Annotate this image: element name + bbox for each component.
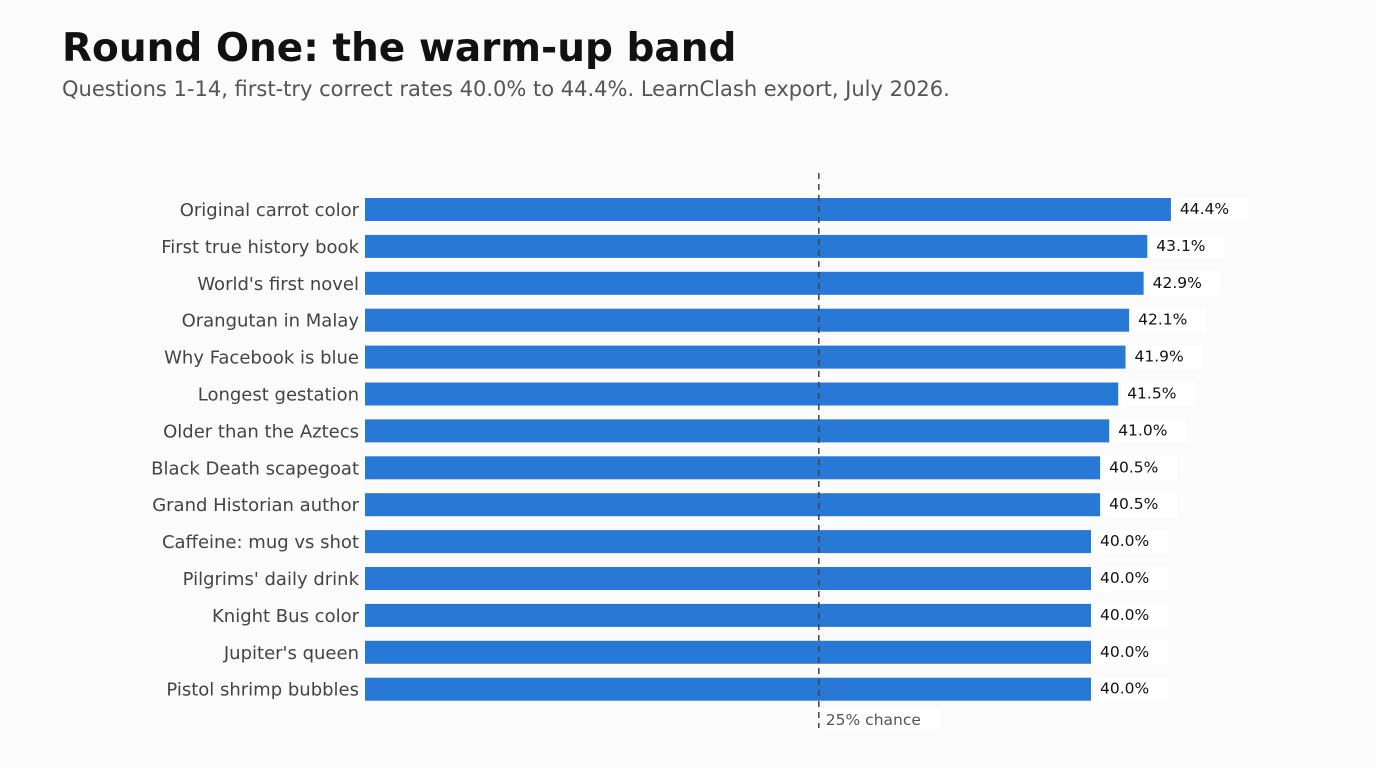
bars-layer	[365, 198, 1171, 701]
bar	[365, 271, 1144, 295]
category-label: Jupiter's queen	[223, 643, 359, 664]
bar	[365, 603, 1091, 627]
value-label-group: 42.9%	[1146, 271, 1221, 296]
value-label-group: 40.0%	[1094, 640, 1168, 665]
reference-label: 25% chance	[826, 711, 921, 729]
value-label: 40.0%	[1100, 532, 1149, 550]
value-label-group: 41.5%	[1121, 382, 1196, 406]
category-label: Orangutan in Malay	[182, 311, 360, 332]
value-label-bg	[1173, 197, 1248, 222]
value-label: 42.1%	[1138, 311, 1187, 329]
value-label-bg	[1121, 382, 1196, 406]
category-label: Why Facebook is blue	[164, 348, 359, 369]
value-label-bg	[1094, 640, 1168, 665]
value-label-bg	[1094, 677, 1168, 702]
bar	[365, 493, 1101, 517]
bar	[365, 640, 1091, 664]
category-label: First true history book	[161, 237, 359, 258]
value-label: 40.0%	[1100, 680, 1149, 698]
value-label-bg	[1128, 345, 1203, 370]
labels-layer: Original carrot color 44.4% First true his…	[151, 197, 1248, 730]
value-label-bg	[1132, 308, 1207, 333]
bar	[365, 345, 1126, 369]
value-label: 40.0%	[1100, 606, 1149, 624]
bar	[365, 308, 1130, 332]
value-label: 40.5%	[1109, 495, 1158, 513]
category-label: Pilgrims' daily drink	[183, 569, 360, 590]
value-label: 40.5%	[1109, 458, 1158, 476]
category-label: Knight Bus color	[212, 606, 360, 627]
value-label-group: 44.4%	[1173, 197, 1248, 222]
bar	[365, 530, 1091, 554]
bar	[365, 567, 1091, 590]
category-label: Black Death scapegoat	[151, 458, 359, 479]
category-label: Original carrot color	[180, 200, 360, 221]
category-label: Longest gestation	[198, 385, 359, 406]
value-label-group: 40.0%	[1094, 677, 1168, 702]
value-label: 41.9%	[1135, 348, 1184, 366]
value-label: 40.0%	[1100, 643, 1149, 661]
value-label: 43.1%	[1156, 237, 1205, 255]
value-label: 40.0%	[1100, 569, 1149, 587]
chart-subtitle: Questions 1-14, first-try correct rates …	[62, 77, 950, 101]
value-label-bg	[1094, 529, 1168, 554]
bar	[365, 419, 1110, 443]
value-label-bg	[1103, 492, 1178, 517]
value-label-bg	[1094, 566, 1168, 591]
value-label-group: 40.0%	[1094, 566, 1168, 591]
value-label: 44.4%	[1180, 200, 1229, 218]
bar	[365, 677, 1091, 701]
category-label: Pistol shrimp bubbles	[166, 680, 359, 701]
bar	[365, 456, 1101, 480]
value-label-group: 40.5%	[1103, 455, 1178, 480]
bar	[365, 198, 1171, 221]
value-label: 41.5%	[1127, 385, 1176, 403]
value-label-group: 40.0%	[1094, 529, 1168, 554]
chart-title: Round One: the warm-up band	[62, 26, 737, 71]
value-label-bg	[1150, 234, 1225, 259]
value-label: 41.0%	[1118, 421, 1167, 439]
value-label-bg	[1146, 271, 1221, 296]
value-label-bg	[1103, 455, 1178, 480]
category-label: Older than the Aztecs	[163, 421, 359, 442]
bar	[365, 382, 1119, 406]
reference-label-bg	[822, 708, 941, 730]
category-label: Caffeine: mug vs shot	[162, 532, 359, 553]
value-label-group: 41.0%	[1112, 418, 1187, 443]
category-label: World's first novel	[197, 274, 359, 295]
value-label-bg	[1094, 603, 1168, 628]
value-label-bg	[1112, 418, 1187, 443]
category-label: Grand Historian author	[152, 495, 359, 516]
bar	[365, 234, 1148, 258]
value-label-group: 42.1%	[1132, 308, 1207, 333]
value-label-group: 40.5%	[1103, 492, 1178, 517]
value-label: 42.9%	[1153, 274, 1202, 292]
value-label-group: 41.9%	[1128, 345, 1203, 370]
value-label-group: 40.0%	[1094, 603, 1168, 628]
value-label-group: 43.1%	[1150, 234, 1225, 259]
